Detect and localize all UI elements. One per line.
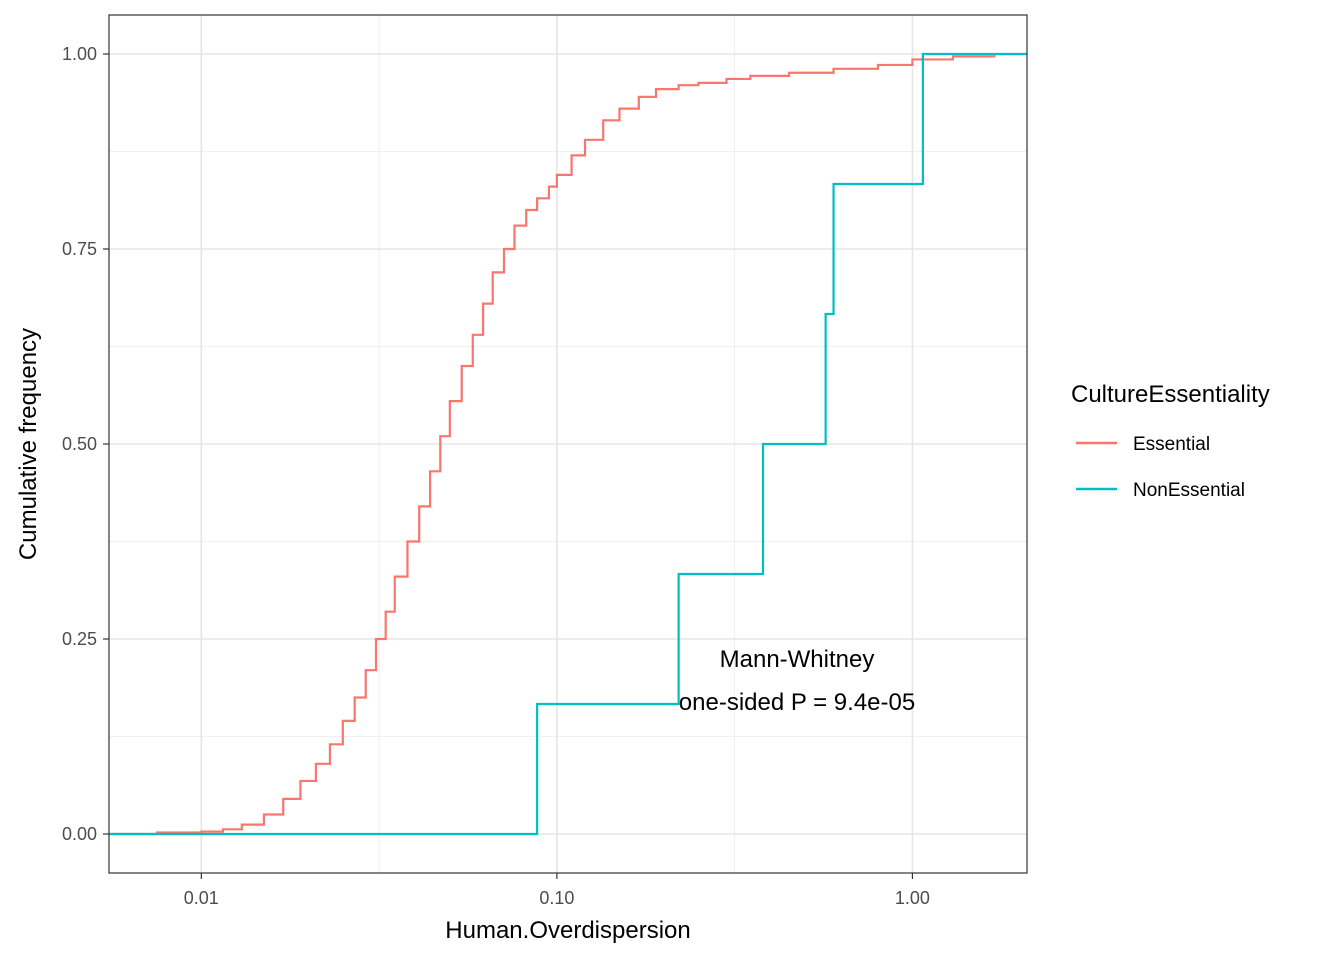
series-layer (109, 52, 1027, 836)
series-line-essential (109, 54, 996, 836)
y-tick-label: 0.00 (62, 824, 97, 844)
x-axis: 0.01 0.10 1.00 (184, 873, 930, 908)
x-tick-label: 0.10 (539, 888, 574, 908)
x-tick-label: 1.00 (895, 888, 930, 908)
x-tick-label: 0.01 (184, 888, 219, 908)
series-line-nonessential (109, 52, 1027, 836)
annotation-line-2: one-sided P = 9.4e-05 (679, 689, 915, 716)
y-axis: 0.00 0.25 0.50 0.75 1.00 (62, 44, 109, 844)
y-tick-label: 1.00 (62, 44, 97, 64)
y-tick-label: 0.50 (62, 434, 97, 454)
legend: CultureEssentiality Essential NonEssenti… (1071, 381, 1270, 501)
y-axis-title: Cumulative frequency (15, 328, 42, 560)
x-axis-title: Human.Overdispersion (445, 917, 690, 944)
y-tick-label: 0.75 (62, 239, 97, 259)
legend-label-nonessential: NonEssential (1133, 480, 1245, 501)
annotation-line-1: Mann-Whitney (720, 646, 875, 673)
legend-title: CultureEssentiality (1071, 381, 1270, 408)
y-tick-label: 0.25 (62, 629, 97, 649)
grid-major (109, 15, 1027, 873)
legend-label-essential: Essential (1133, 434, 1210, 455)
